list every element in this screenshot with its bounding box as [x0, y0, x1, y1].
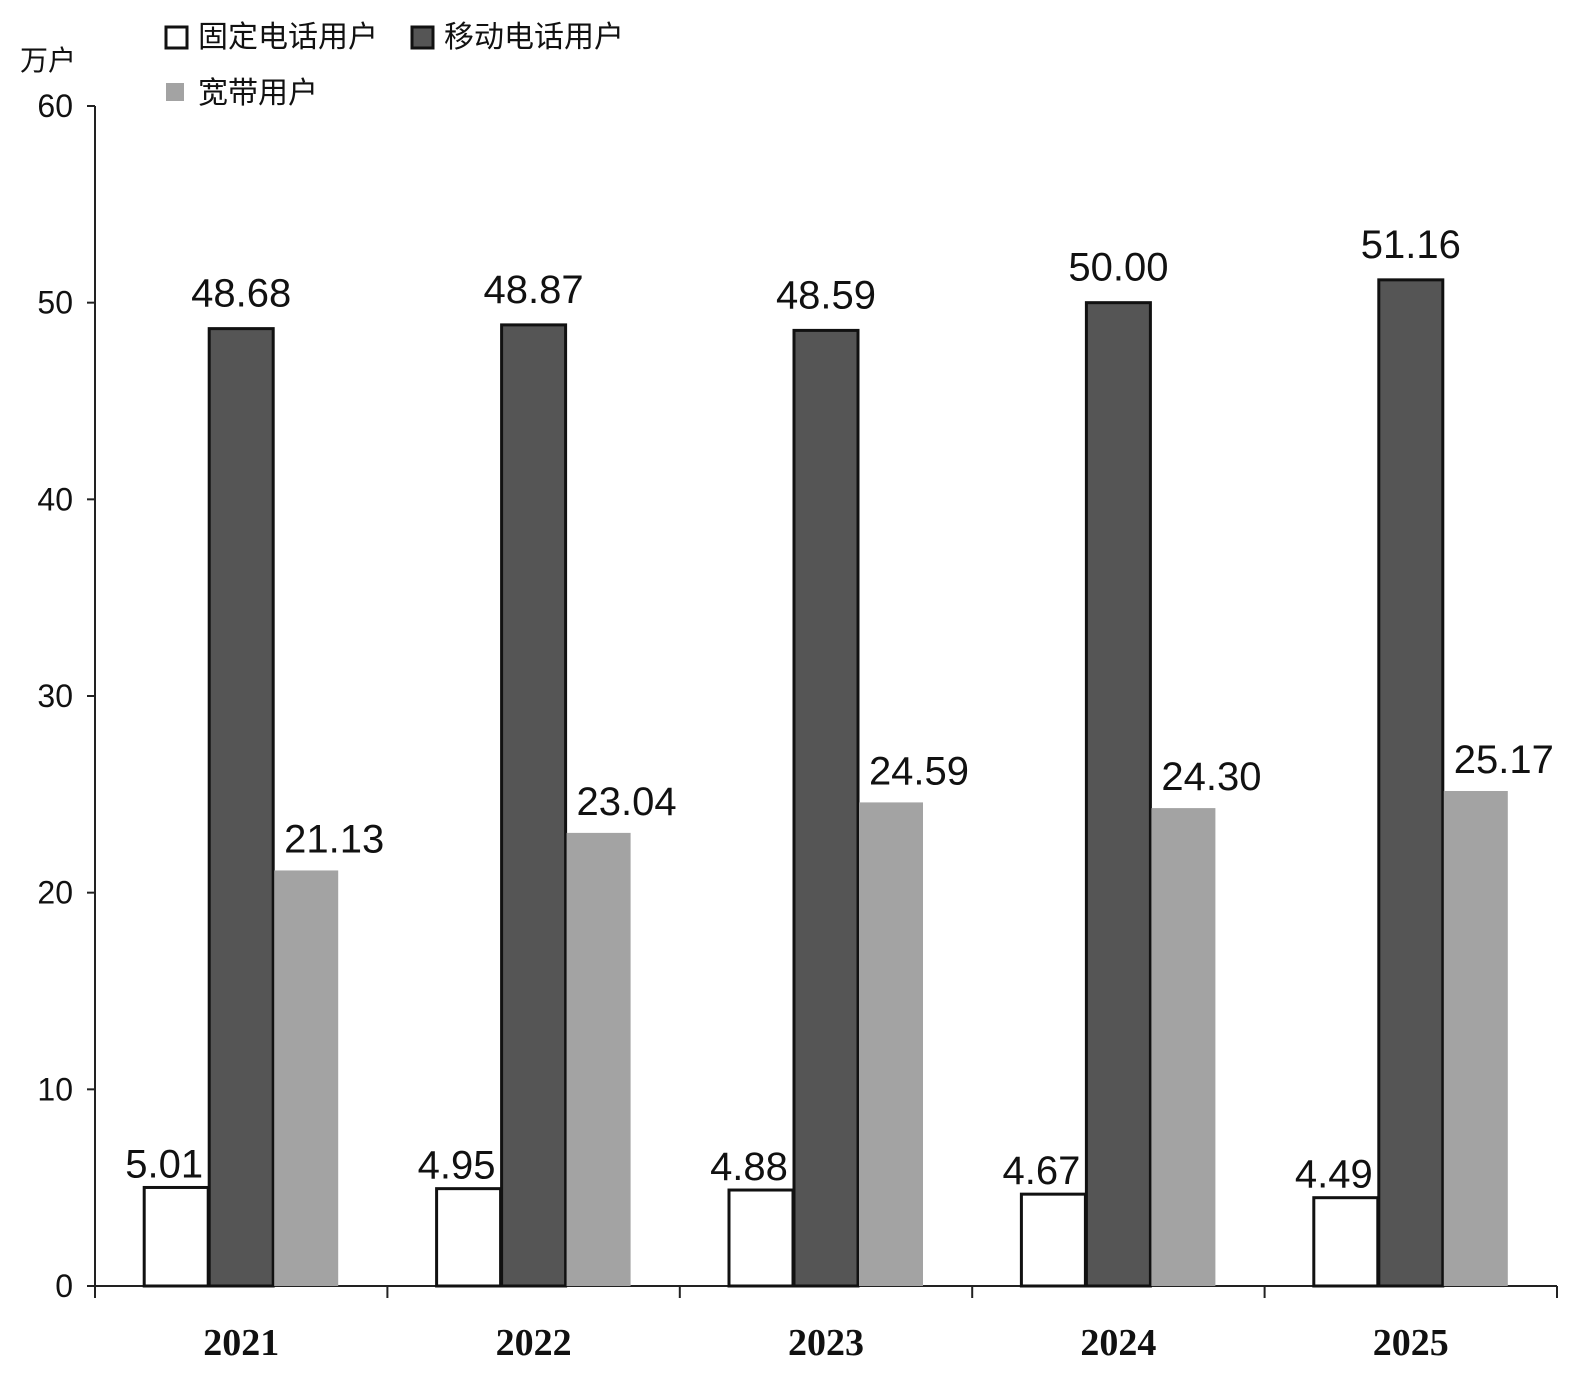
data-label: 4.95	[418, 1144, 496, 1188]
y-tick-label: 30	[37, 678, 73, 714]
bar	[566, 832, 631, 1286]
y-axis: 0 10 20 30 40 50 60	[37, 88, 96, 1304]
legend-label: 固定电话用户	[198, 20, 378, 55]
x-category-label: 2022	[496, 1322, 572, 1364]
data-label: 25.17	[1454, 738, 1554, 782]
legend-swatch	[164, 25, 189, 50]
data-label: 23.04	[577, 780, 677, 824]
legend-label: 移动电话用户	[444, 20, 624, 55]
bar	[1084, 301, 1152, 1288]
data-label: 48.59	[776, 273, 876, 317]
data-label: 51.16	[1361, 223, 1461, 267]
legend-label: 宽带用户	[198, 76, 318, 111]
bar	[142, 1185, 210, 1288]
bars	[142, 278, 1508, 1288]
data-labels: 5.01 48.68 21.13 4.95 48.87 23.04 4.88 48.59 24.…	[125, 223, 1554, 1197]
data-label: 48.87	[484, 268, 584, 312]
bar	[1019, 1192, 1087, 1288]
bar	[1151, 808, 1216, 1286]
x-category-label: 2021	[203, 1322, 279, 1364]
bar	[1312, 1196, 1380, 1288]
bar	[500, 323, 568, 1288]
bar	[207, 327, 275, 1288]
y-tick-label: 60	[37, 88, 73, 124]
bar	[859, 802, 923, 1286]
data-label: 4.88	[710, 1145, 788, 1189]
bar	[1443, 790, 1508, 1286]
y-tick-label: 40	[37, 481, 73, 517]
bar	[1377, 278, 1445, 1288]
data-label: 5.01	[125, 1142, 203, 1186]
y-tick-label: 0	[55, 1268, 73, 1304]
bar	[274, 870, 339, 1286]
data-label: 24.59	[869, 749, 969, 793]
data-label: 21.13	[284, 817, 384, 861]
x-axis: 2021 2022 2023 2024 2025	[94, 1285, 1558, 1364]
y-axis-unit-label: 万户	[20, 44, 76, 77]
data-label: 50.00	[1068, 246, 1168, 290]
bar	[727, 1188, 795, 1288]
data-label: 24.30	[1161, 755, 1261, 799]
data-label: 4.49	[1295, 1153, 1373, 1197]
y-tick-label: 50	[37, 285, 73, 321]
data-label: 4.67	[1002, 1149, 1080, 1193]
y-tick-label: 20	[37, 875, 73, 911]
bar	[792, 328, 860, 1288]
y-tick-label: 10	[37, 1071, 73, 1107]
x-category-label: 2024	[1080, 1322, 1156, 1364]
legend-swatch	[410, 25, 435, 50]
x-category-label: 2025	[1373, 1322, 1449, 1364]
x-category-label: 2023	[788, 1322, 864, 1364]
data-label: 48.68	[191, 272, 291, 316]
legend-swatch	[166, 83, 184, 101]
bar	[435, 1187, 503, 1288]
